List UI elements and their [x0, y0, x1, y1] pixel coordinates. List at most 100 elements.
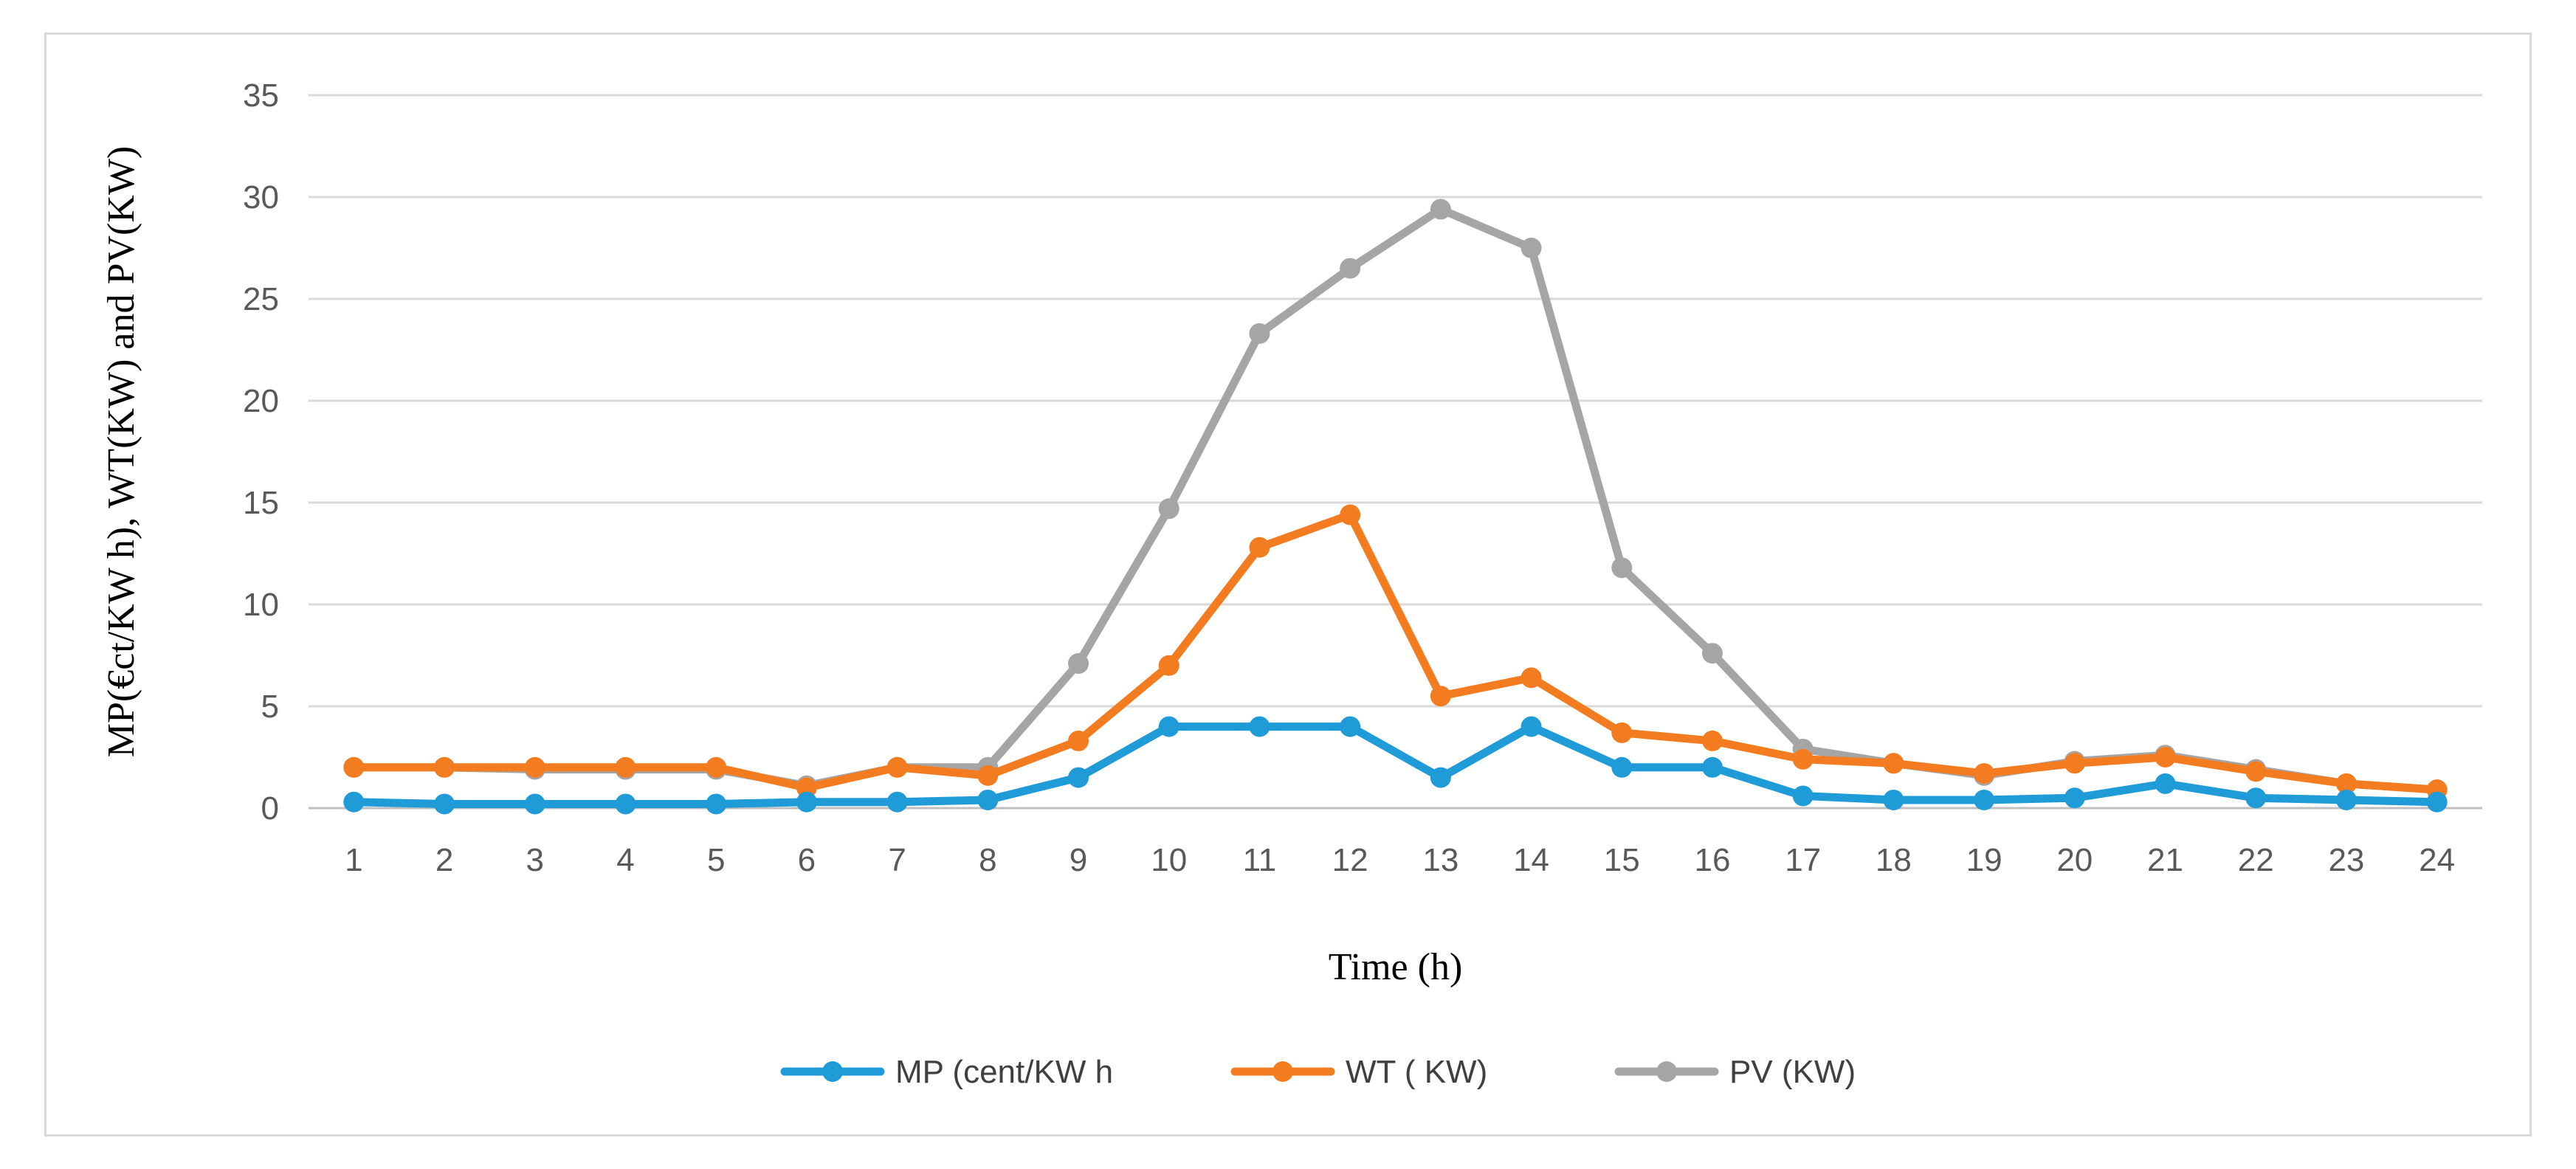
x-tick-label: 7: [888, 842, 906, 878]
series-line: [349, 723, 2442, 808]
data-point: [343, 791, 365, 813]
y-tick-label: 25: [243, 281, 279, 317]
x-tick-label: 9: [1070, 842, 1087, 878]
data-point: [1249, 323, 1270, 344]
data-point: [1701, 643, 1723, 664]
data-point: [977, 789, 999, 810]
data-point: [1701, 756, 1723, 778]
x-tick-label: 12: [1332, 842, 1368, 878]
data-point: [1792, 785, 1814, 807]
data-point: [524, 793, 545, 815]
y-tick-label: 35: [243, 77, 279, 114]
y-tick-label: 10: [243, 587, 279, 623]
x-tick-label: 2: [435, 842, 453, 878]
data-point: [1521, 667, 1542, 689]
chart-frame: 0 5 10 15 20 25 30 35 1 2 3 4 5 6 7 8 9 10 11 12 13 14 15 16 17 1…: [44, 32, 2532, 1137]
data-point: [343, 756, 365, 778]
data-point: [2245, 761, 2267, 782]
data-point: [1611, 756, 1633, 778]
data-point: [2426, 791, 2448, 813]
data-point: [1521, 238, 1542, 258]
data-point: [2155, 747, 2176, 768]
data-point: [796, 791, 817, 813]
data-point: [615, 793, 636, 815]
data-point: [1974, 789, 1995, 810]
x-tick-label: 10: [1151, 842, 1187, 878]
x-tick-label: 1: [345, 842, 362, 878]
data-point: [434, 793, 455, 815]
data-point: [2064, 753, 2085, 774]
data-point: [2064, 787, 2085, 809]
x-tick-label: 4: [616, 842, 634, 878]
x-tick-label: 19: [1966, 842, 2002, 878]
x-tick-label: 14: [1513, 842, 1549, 878]
x-tick-label: 15: [1604, 842, 1640, 878]
x-tick-label: 20: [2056, 842, 2093, 878]
data-point: [1701, 730, 1723, 751]
x-tick-label: 11: [1243, 842, 1277, 878]
data-point: [1249, 537, 1270, 558]
x-tick-label: 5: [707, 842, 725, 878]
data-point: [1068, 653, 1089, 675]
data-point: [1249, 716, 1270, 737]
x-tick-label: 13: [1422, 842, 1459, 878]
data-point: [1068, 767, 1089, 788]
x-tick-label: 3: [526, 842, 544, 878]
data-point: [1611, 722, 1633, 743]
data-point: [615, 756, 636, 778]
data-point: [1158, 498, 1179, 520]
data-point: [1611, 557, 1633, 579]
data-point: [1158, 716, 1179, 737]
data-point: [1883, 789, 1904, 810]
y-tick-label: 30: [243, 179, 279, 215]
data-point: [706, 793, 727, 815]
x-tick-label: 18: [1876, 842, 1912, 878]
x-tick-label: 16: [1695, 842, 1731, 878]
y-axis-title: MP(€ct/KW h), WT(KW) and PV(KW): [100, 146, 142, 757]
x-tick-label: 6: [798, 842, 816, 878]
y-tick-label: 20: [243, 383, 279, 419]
data-point: [2155, 773, 2176, 794]
data-point: [1430, 199, 1451, 220]
legend-swatch-marker: [822, 1061, 843, 1082]
data-point: [2245, 787, 2267, 809]
x-tick-label: 8: [979, 842, 996, 878]
x-axis-title: Time (h): [1329, 946, 1463, 988]
data-point: [1340, 504, 1361, 525]
series-line: [349, 205, 2442, 794]
data-point: [1430, 767, 1451, 788]
data-point: [1430, 686, 1451, 707]
data-point: [1521, 716, 1542, 737]
data-point: [886, 756, 908, 778]
data-point: [1158, 655, 1179, 676]
y-tick-label: 15: [243, 485, 279, 521]
data-point: [886, 791, 908, 813]
data-point: [1340, 258, 1361, 279]
data-point: [2335, 773, 2357, 794]
data-point: [434, 756, 455, 778]
data-point: [524, 756, 545, 778]
data-point: [706, 756, 727, 778]
series-line: [349, 511, 2442, 794]
data-point: [1340, 716, 1361, 737]
data-point: [796, 777, 817, 799]
data-point: [977, 765, 999, 786]
legend-label: WT ( KW): [1346, 1054, 1487, 1090]
legend-label: MP (cent/KW h: [895, 1054, 1113, 1090]
data-point: [1068, 730, 1089, 751]
data-point: [1883, 753, 1904, 774]
data-point: [2335, 789, 2357, 810]
x-tick-label: 23: [2328, 842, 2364, 878]
data-point: [1974, 763, 1995, 784]
x-tick-label: 22: [2238, 842, 2274, 878]
x-tick-label: 24: [2419, 842, 2455, 878]
legend-swatch-marker: [1656, 1061, 1677, 1082]
data-point: [1792, 748, 1814, 770]
legend-label: PV (KW): [1729, 1054, 1856, 1090]
y-tick-label: 0: [261, 790, 279, 827]
x-tick-label: 17: [1785, 842, 1821, 878]
legend-swatch-marker: [1272, 1061, 1293, 1082]
y-tick-label: 5: [261, 689, 279, 725]
x-tick-label: 21: [2147, 842, 2183, 878]
